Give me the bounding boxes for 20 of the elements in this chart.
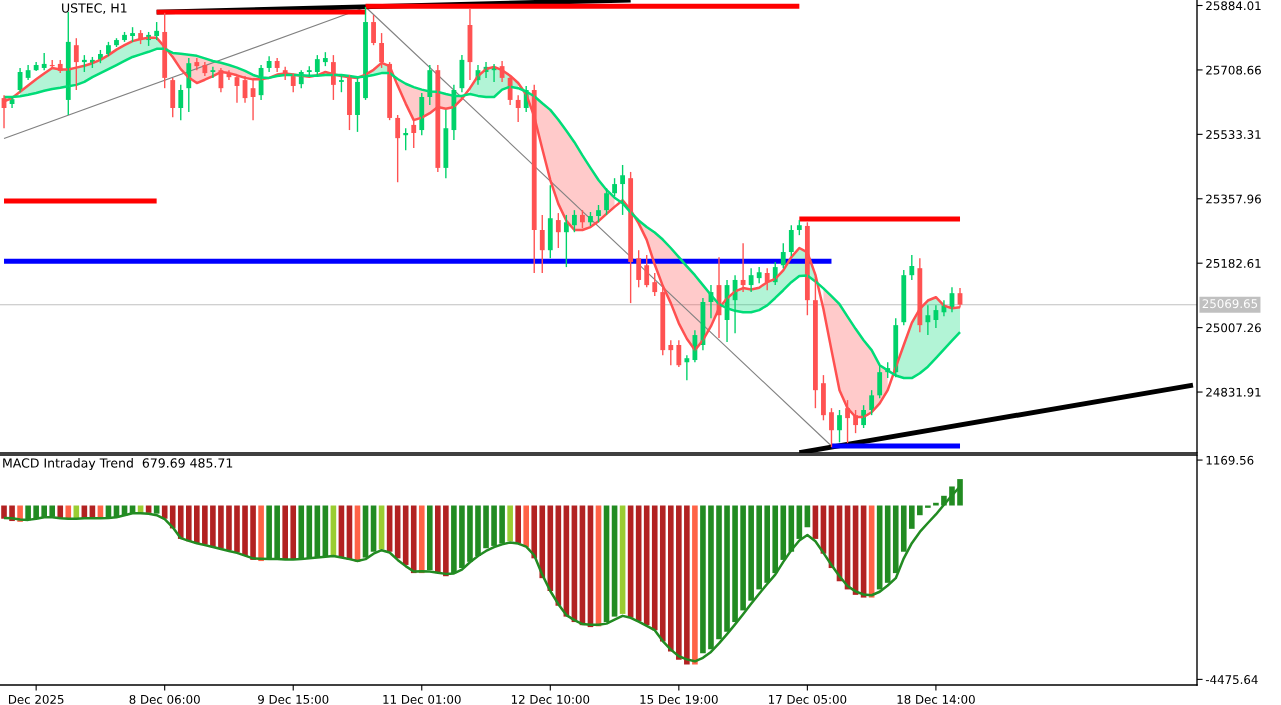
y-tick-label: 1169.56 (1206, 455, 1254, 465)
x-tick-label: 12 Dec 10:00 (511, 694, 590, 704)
chart-title: MACD Intraday Trend 679.69 485.71 (3, 458, 233, 471)
y-tick-label: 24831.91 (1206, 387, 1261, 397)
ref-line-label: 25069.65 (1202, 299, 1258, 309)
x-tick-label: 8 Dec 06:00 (129, 694, 200, 704)
y-tick-label: 25884.01 (1206, 1, 1261, 11)
chart-title: USTEC, H1 (62, 3, 127, 14)
y-tick-label: 25357.96 (1206, 194, 1261, 204)
x-tick-label: 18 Dec 14:00 (897, 694, 975, 704)
y-tick-label: 25533.31 (1206, 130, 1261, 140)
y-tick-label: -4475.64 (1205, 675, 1258, 685)
y-tick-label: 25007.26 (1206, 323, 1261, 333)
x-tick-label: 15 Dec 19:00 (640, 694, 718, 704)
y-tick-label: 25182.61 (1206, 258, 1261, 268)
x-tick-label: 11 Dec 01:00 (383, 694, 461, 704)
y-tick-label: 25708.66 (1206, 65, 1261, 75)
x-tick-label: 9 Dec 15:00 (258, 694, 329, 704)
x-tick-label: 17 Dec 05:00 (768, 694, 847, 704)
x-tick-label: Dec 2025 (8, 694, 64, 704)
